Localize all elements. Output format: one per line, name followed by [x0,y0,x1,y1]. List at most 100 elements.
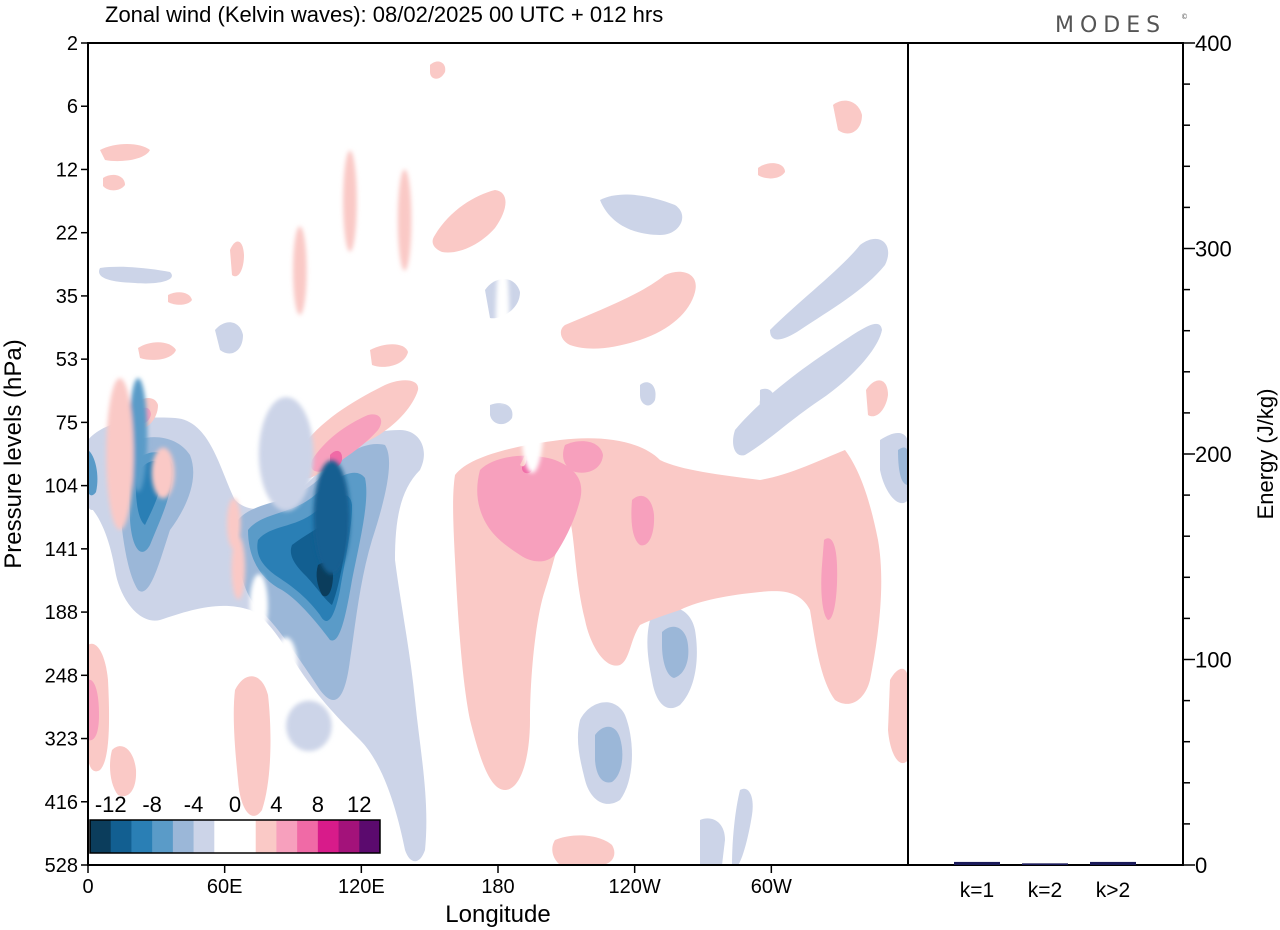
y-tick-label: 12 [56,159,78,181]
pos-region [110,746,137,797]
contour-cell [249,574,268,638]
modes-logo-mark: © [1181,13,1194,21]
energy-axis-label: Energy (J/kg) [1253,389,1278,520]
pos-region [230,241,244,277]
pos-region [866,380,888,417]
colorbar-swatch [297,820,319,853]
pos-region [138,342,176,360]
colorbar-label: 8 [312,792,324,817]
colorbar-label: -8 [142,792,162,817]
y-tick-label: 35 [56,286,78,308]
pos-region [552,835,615,865]
pos-region [100,144,150,162]
pos-region [560,271,696,349]
neg-region [600,194,683,235]
energy-tick-label: 0 [1195,853,1207,878]
y-tick-label: 141 [45,539,78,561]
pos-region [168,292,192,305]
colorbar-swatch [110,820,132,853]
contour-cell [495,251,510,404]
x-axis-label: Longitude [445,901,550,928]
colorbar-swatch [255,820,277,853]
neg-region [700,818,725,865]
y-tick-label: 53 [56,349,78,371]
contour-cell [231,536,246,600]
neg-region [759,388,776,415]
neg-region [215,322,243,354]
colorbar-swatch [338,820,360,853]
contour-panel [88,43,908,865]
neg-region [640,382,656,406]
contour-cells [106,150,544,752]
x-tick-label: 60W [751,876,792,898]
neg-region [662,626,689,678]
contour-cell [151,447,175,499]
neg-region [99,266,172,284]
colorbar-label: -4 [184,792,204,817]
colorbar-label: 12 [347,792,371,817]
contour-cell [129,378,148,492]
colorbar-swatch [317,820,340,853]
y-tick-label: 248 [45,665,78,687]
energy-plot-frame [907,42,1184,866]
pos-region [103,174,125,191]
y-tick-label: 323 [45,729,78,751]
contour-fields [88,61,908,865]
pos-region [88,679,99,741]
pos-region [233,676,271,816]
colorbar-swatch [90,820,112,853]
y-axis-label: Pressure levels (hPa) [0,339,27,568]
y-tick-label: 188 [45,602,78,624]
contour-cell [520,371,544,473]
pos-region [758,163,785,179]
contour-cell [343,150,357,252]
x-tick-label: 120E [338,876,385,898]
pos-region [821,538,838,620]
contour-cell [313,460,350,575]
colorbar-swatch [214,820,236,853]
pos-region [888,668,908,764]
neg-region [733,323,882,456]
energy-bar-label: k>2 [1096,879,1130,902]
energy-axis: 0 100 200 300 400 [1183,31,1232,878]
contour-cell [258,397,314,511]
pos-region [370,344,408,367]
energy-bars: k=1 k=2 k>2 [954,861,1136,902]
colorbar-swatch [152,820,174,853]
energy-tick-label: 300 [1195,237,1232,262]
y-tick-label: 2 [67,33,78,55]
y-tick-label: 22 [56,223,78,245]
neg-region [490,403,513,425]
x-tick-label: 120W [609,876,661,898]
neg-region [595,726,623,783]
pos-region [311,414,382,472]
energy-bar [954,861,1000,865]
modes-logo: MODES [1055,13,1166,38]
pressure-axis: 2 6 12 22 35 53 75 104 141 188 248 323 416 528 [45,33,88,877]
longitude-axis: 0 60E 120E 180 120W 60W [82,865,792,898]
pos-region [833,100,862,134]
neg-region [732,788,753,865]
colorbar-label: 0 [229,792,241,817]
pos-region [432,190,506,253]
pos-region [563,441,603,473]
neg-region [88,450,98,496]
colorbar-label: 4 [270,792,282,817]
colorbar-swatch [276,820,298,853]
y-tick-label: 528 [45,855,78,877]
energy-bar-label: k=2 [1028,879,1062,902]
colorbar-label: -12 [95,792,127,817]
y-tick-label: 6 [67,96,78,118]
neg-region [770,238,889,340]
contour-cell [286,700,332,752]
energy-tick-label: 400 [1195,31,1232,56]
y-tick-label: 104 [45,476,78,498]
energy-bar [1022,863,1068,865]
colorbar-swatch [193,820,215,853]
energy-bar-label: k=1 [960,879,994,902]
contour-cell [106,378,134,530]
colorbar-frame [89,819,381,854]
contour-cell [274,637,298,701]
colorbar-swatch [235,820,257,853]
